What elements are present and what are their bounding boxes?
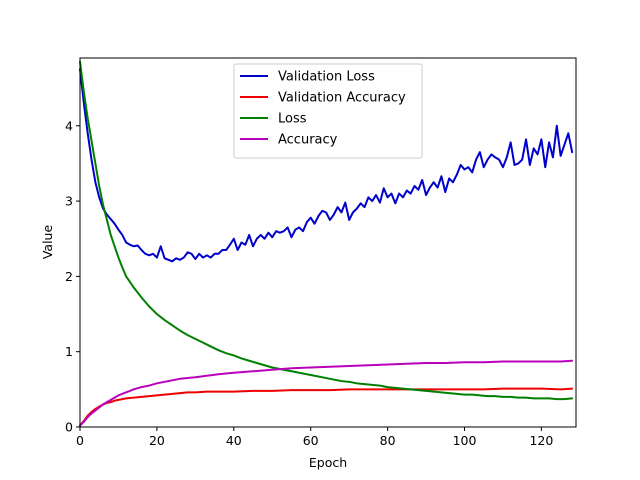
y-tick-label: 2 — [65, 269, 73, 284]
series-layer — [79, 60, 574, 427]
x-tick-label: 100 — [453, 433, 477, 448]
legend-entry-label: Validation Loss — [278, 70, 375, 85]
x-tick-label: 80 — [380, 433, 396, 448]
series-line-3 — [79, 60, 574, 401]
x-axis-label: Epoch — [309, 455, 347, 470]
x-tick-label: 120 — [529, 433, 553, 448]
legend-entry-label: Accuracy — [278, 133, 338, 148]
legend-entry-label: Validation Accuracy — [278, 91, 406, 106]
legend-entry-label: Loss — [278, 112, 307, 127]
x-tick-label: 20 — [149, 433, 165, 448]
plot-frame — [79, 57, 577, 428]
x-axis: 0 20 40 60 80 100 120 — [76, 427, 553, 448]
legend-box — [233, 63, 423, 159]
x-tick-label: 40 — [226, 433, 242, 448]
x-tick-label: 0 — [76, 433, 84, 448]
y-tick-label: 0 — [65, 420, 73, 435]
y-tick-label: 4 — [65, 118, 73, 133]
x-tick-label: 60 — [303, 433, 319, 448]
y-axis: 0 1 2 3 4 — [65, 118, 80, 435]
y-tick-label: 3 — [65, 194, 73, 209]
series-line-1 — [79, 68, 574, 263]
series-line-4 — [79, 359, 574, 427]
y-tick-label: 1 — [65, 344, 73, 359]
y-axis-label: Value — [40, 225, 55, 260]
legend: Validation Loss Validation Accuracy Loss Ac… — [233, 63, 423, 159]
